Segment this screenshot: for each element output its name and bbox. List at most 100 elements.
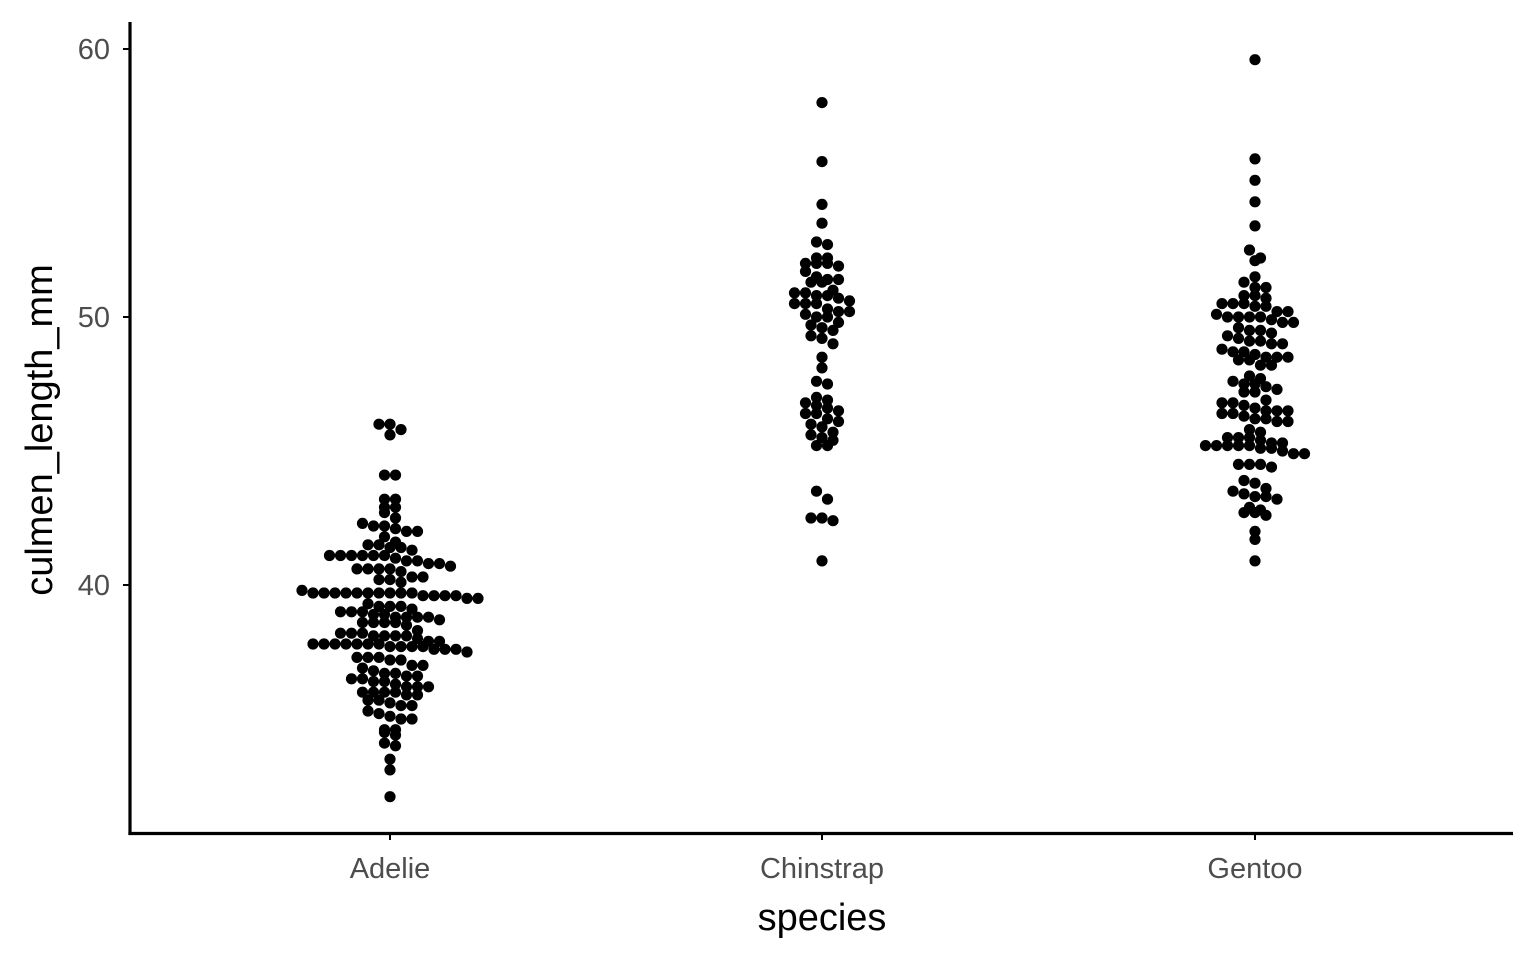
data-point-adelie xyxy=(384,791,396,803)
data-point-adelie xyxy=(384,600,396,613)
data-point-adelie xyxy=(389,729,402,741)
data-point-chinstrap xyxy=(805,512,817,524)
data-point-adelie xyxy=(395,641,407,653)
data-point-adelie xyxy=(367,520,380,532)
data-point-adelie xyxy=(389,512,402,524)
data-point-chinstrap xyxy=(816,276,828,288)
data-point-chinstrap xyxy=(816,198,828,210)
data-point-adelie xyxy=(406,544,418,556)
data-point-gentoo xyxy=(1249,491,1261,503)
data-point-adelie xyxy=(356,686,369,698)
data-point-gentoo xyxy=(1221,311,1234,323)
data-point-gentoo xyxy=(1271,383,1283,395)
data-point-adelie xyxy=(384,697,396,709)
data-point-adelie xyxy=(351,651,363,664)
data-point-gentoo xyxy=(1227,397,1239,409)
data-point-adelie xyxy=(389,523,402,535)
data-point-gentoo xyxy=(1249,413,1261,425)
data-point-gentoo xyxy=(1249,300,1261,312)
data-point-gentoo xyxy=(1265,338,1278,350)
data-point-adelie xyxy=(395,654,407,666)
data-point-chinstrap xyxy=(827,338,839,350)
data-point-gentoo xyxy=(1243,440,1256,452)
data-point-adelie xyxy=(373,694,385,706)
data-point-adelie xyxy=(345,673,358,685)
data-point-adelie xyxy=(362,638,374,650)
data-point-adelie xyxy=(356,549,369,562)
data-point-chinstrap xyxy=(788,298,801,310)
data-point-chinstrap xyxy=(821,303,834,315)
axis-ticks: 40 50 60 Adelie Chinstrap Gentoo xyxy=(78,34,1303,885)
data-point-gentoo xyxy=(1249,196,1261,208)
data-point-gentoo xyxy=(1271,405,1283,417)
data-point-adelie xyxy=(351,638,363,650)
data-point-adelie xyxy=(384,587,396,599)
data-point-chinstrap xyxy=(816,555,828,567)
data-point-gentoo xyxy=(1260,351,1272,363)
data-point-chinstrap xyxy=(827,426,839,438)
data-point-adelie xyxy=(362,587,374,599)
data-point-gentoo xyxy=(1216,397,1228,409)
data-point-chinstrap xyxy=(832,306,845,318)
data-point-gentoo xyxy=(1265,327,1278,339)
data-point-adelie xyxy=(406,603,418,615)
data-point-gentoo xyxy=(1254,324,1267,336)
data-point-adelie xyxy=(384,541,396,554)
data-point-chinstrap xyxy=(805,418,817,430)
data-point-chinstrap xyxy=(816,332,828,344)
data-point-gentoo xyxy=(1254,458,1267,470)
data-point-gentoo xyxy=(1227,407,1239,420)
data-point-gentoo xyxy=(1238,488,1250,500)
data-point-adelie xyxy=(362,539,374,551)
data-point-adelie xyxy=(422,558,435,570)
y-tick-label: 60 xyxy=(78,34,110,66)
data-point-gentoo xyxy=(1249,220,1261,232)
data-point-gentoo xyxy=(1232,332,1245,344)
data-point-chinstrap xyxy=(799,407,812,420)
data-point-adelie xyxy=(389,469,402,481)
data-point-adelie xyxy=(444,560,457,572)
data-points xyxy=(296,54,1311,803)
data-point-gentoo xyxy=(1249,402,1261,414)
data-point-adelie xyxy=(400,670,413,682)
data-point-chinstrap xyxy=(832,292,845,304)
data-point-gentoo xyxy=(1260,300,1272,312)
data-point-adelie xyxy=(329,587,341,599)
data-point-gentoo xyxy=(1210,440,1223,452)
data-point-adelie xyxy=(395,541,407,554)
data-point-adelie xyxy=(395,566,407,578)
data-point-adelie xyxy=(367,630,380,642)
data-point-adelie xyxy=(373,600,385,613)
data-point-adelie xyxy=(422,681,435,693)
data-point-gentoo xyxy=(1287,448,1300,460)
data-point-adelie xyxy=(351,563,363,575)
data-point-adelie xyxy=(384,753,396,765)
data-point-adelie xyxy=(433,614,446,626)
data-point-gentoo xyxy=(1249,533,1261,546)
data-point-gentoo xyxy=(1260,281,1272,294)
data-point-gentoo xyxy=(1298,448,1311,460)
data-point-chinstrap xyxy=(805,330,817,342)
data-point-adelie xyxy=(378,608,391,621)
data-point-gentoo xyxy=(1282,351,1294,363)
data-point-gentoo xyxy=(1243,354,1256,366)
data-point-adelie xyxy=(406,641,418,653)
data-point-chinstrap xyxy=(821,290,834,302)
data-point-adelie xyxy=(389,501,402,513)
data-point-adelie xyxy=(345,627,358,639)
data-point-adelie xyxy=(406,587,418,599)
data-point-adelie xyxy=(356,662,369,674)
data-point-chinstrap xyxy=(816,421,828,433)
data-point-adelie xyxy=(378,506,391,519)
data-point-adelie xyxy=(378,630,391,642)
data-point-chinstrap xyxy=(810,375,823,387)
data-point-adelie xyxy=(439,643,451,655)
data-point-adelie xyxy=(384,429,396,441)
data-point-adelie xyxy=(373,651,385,664)
data-point-gentoo xyxy=(1260,405,1272,417)
data-point-gentoo xyxy=(1232,311,1245,323)
data-point-gentoo xyxy=(1271,415,1283,428)
data-point-adelie xyxy=(340,587,352,599)
data-point-chinstrap xyxy=(799,287,812,299)
data-point-chinstrap xyxy=(810,236,823,248)
